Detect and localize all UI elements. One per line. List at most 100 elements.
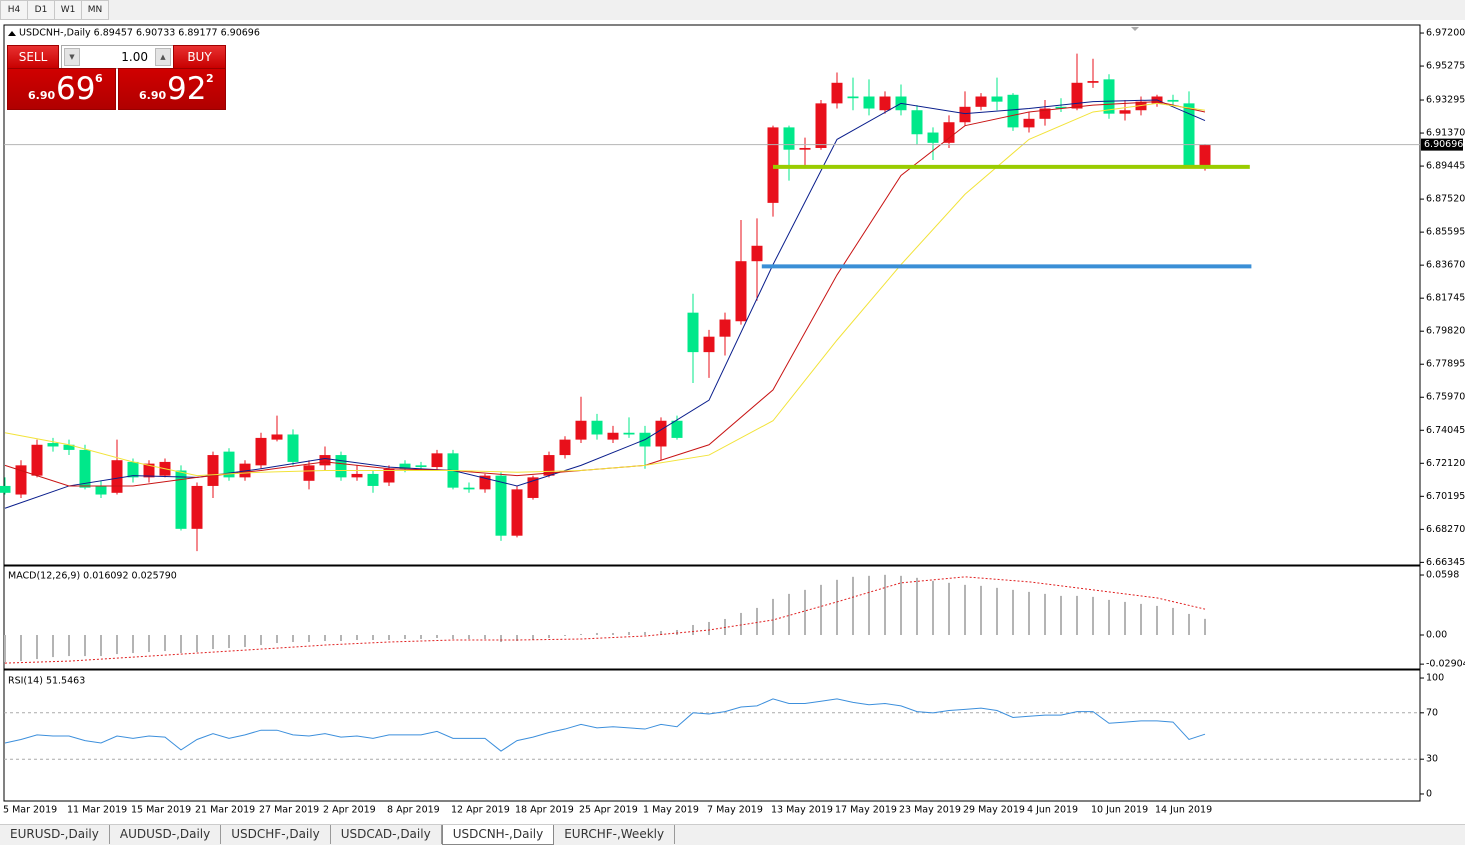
macd-bar [756, 607, 758, 636]
x-tick-label: 23 May 2019 [899, 805, 961, 816]
price-sup: 6 [95, 72, 103, 85]
chart-tab[interactable]: AUDUSD-,Daily [110, 825, 222, 844]
macd-bar [692, 624, 694, 636]
candle-body [47, 443, 59, 447]
y-tick-label: 0.0598 [1426, 570, 1459, 581]
macd-bar [660, 630, 662, 636]
candle-body [1119, 110, 1131, 114]
macd-bar [564, 635, 566, 637]
timeframe-button[interactable]: W1 [54, 0, 82, 20]
timeframe-toolbar: H4 D1 W1 MN [0, 0, 109, 20]
buy-button[interactable]: BUY [173, 45, 226, 69]
candle-body [1039, 108, 1051, 119]
shift-marker [1131, 27, 1139, 31]
macd-bar [1060, 595, 1062, 636]
buy-price[interactable]: 6.90 92 2 [118, 68, 226, 110]
lot-field[interactable]: ▼ 1.00 ▲ [61, 45, 174, 69]
rsi-title: RSI(14) 51.5463 [8, 676, 85, 687]
macd-bar [980, 585, 982, 636]
timeframe-button[interactable]: MN [81, 0, 109, 20]
signal-line [4, 576, 1206, 664]
chart-background [0, 20, 1465, 824]
chart-tab[interactable]: EURUSD-,Daily [0, 825, 110, 844]
y-tick-label: 6.97200 [1426, 28, 1465, 39]
candle-body [191, 485, 203, 529]
candle-body [783, 127, 795, 150]
macd-bar [20, 635, 22, 662]
macd-bar [132, 635, 134, 654]
x-tick-label: 5 Mar 2019 [3, 805, 57, 816]
price-panel [3, 24, 1421, 566]
macd-bar [1092, 596, 1094, 636]
candle-body [319, 455, 331, 466]
candle-body [223, 451, 235, 478]
candle-body [63, 444, 75, 450]
candle-body [671, 420, 683, 438]
macd-bar [404, 635, 406, 640]
x-tick-label: 11 Mar 2019 [67, 805, 127, 816]
candle-body [287, 434, 299, 462]
y-tick-label: -0.029049 [1426, 659, 1465, 670]
price-main: 92 [167, 71, 207, 107]
chart-tab[interactable]: USDCAD-,Daily [331, 825, 442, 844]
candle-body [367, 473, 379, 486]
price-sup: 2 [206, 72, 214, 85]
y-tick-label: 6.87520 [1426, 194, 1465, 205]
macd-bar [532, 635, 534, 641]
macd-bar [852, 576, 854, 636]
macd-bar [244, 635, 246, 648]
candle-body [1183, 103, 1195, 166]
macd-bar [1028, 591, 1030, 636]
macd-bar [52, 635, 54, 658]
macd-bar [116, 635, 118, 655]
current-price-label: 6.90696 [1424, 139, 1463, 150]
candle-body [111, 460, 123, 493]
macd-bar [788, 593, 790, 636]
y-tick-label: 6.70195 [1426, 491, 1465, 502]
candle-body [991, 96, 1003, 102]
moving-average [4, 102, 1206, 477]
candle-body [1103, 79, 1115, 114]
macd-bar [100, 635, 102, 657]
candle-body [479, 475, 491, 490]
sell-price[interactable]: 6.90 69 6 [7, 68, 116, 110]
candle-body [1199, 144, 1211, 166]
x-tick-label: 29 May 2019 [963, 805, 1025, 816]
macd-bar [260, 635, 262, 646]
candle-body [927, 132, 939, 143]
candle-body [0, 485, 11, 493]
macd-bar [1172, 607, 1174, 636]
candle-body [495, 475, 507, 536]
macd-bar [324, 635, 326, 642]
x-tick-label: 7 May 2019 [707, 805, 763, 816]
lot-down[interactable]: ▼ [64, 48, 80, 66]
candle-body [383, 468, 395, 483]
candle-body [1055, 106, 1067, 109]
macd-bar [196, 635, 198, 653]
macd-bar [996, 587, 998, 636]
y-tick-label: 6.81745 [1426, 293, 1465, 304]
macd-bar [4, 635, 6, 663]
chart-tab[interactable]: USDCNH-,Daily [441, 825, 555, 845]
timeframe-button[interactable]: D1 [27, 0, 55, 20]
macd-bar [628, 631, 630, 636]
chart-tab[interactable]: EURCHF-,Weekly [554, 825, 676, 844]
macd-bar [948, 582, 950, 636]
macd-bar [644, 631, 646, 636]
candle-body [271, 434, 283, 440]
macd-bar [36, 635, 38, 660]
candle-body [879, 96, 891, 111]
timeframe-button[interactable]: H4 [0, 0, 28, 20]
x-tick-label: 21 Mar 2019 [195, 805, 255, 816]
lot-up[interactable]: ▲ [155, 48, 171, 66]
candle-body [527, 477, 539, 498]
chart-tab[interactable]: USDCHF-,Daily [221, 825, 331, 844]
macd-bar [708, 621, 710, 636]
x-tick-label: 25 Apr 2019 [579, 805, 638, 816]
candle-body [815, 103, 827, 148]
candle-body [207, 455, 219, 486]
y-tick-label: 6.95275 [1426, 61, 1465, 72]
macd-bar [84, 635, 86, 657]
sell-button[interactable]: SELL [7, 45, 59, 69]
macd-bar [820, 584, 822, 636]
